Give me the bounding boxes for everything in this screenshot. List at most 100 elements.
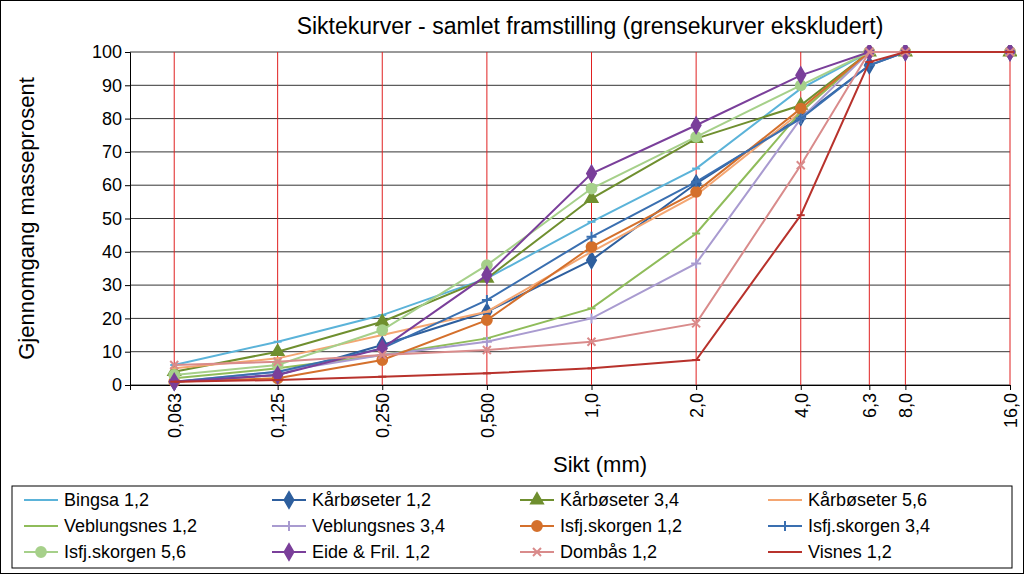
marker	[587, 232, 597, 242]
legend-label: Veblungsnes 3,4	[312, 516, 445, 536]
marker	[377, 325, 387, 335]
marker	[901, 51, 909, 53]
marker	[1006, 51, 1014, 53]
legend-item: Kårbøseter 5,6	[768, 490, 927, 510]
y-tick-mark	[125, 385, 130, 386]
marker	[865, 61, 873, 63]
legend-label: Visnes 1,2	[808, 542, 892, 562]
x-tick-label: 8,0	[896, 393, 916, 418]
y-tick: 60	[102, 175, 130, 195]
grid-line-x	[905, 52, 906, 385]
legend-item: Visnes 1,2	[768, 542, 892, 562]
x-tick-mark	[801, 385, 802, 390]
grid-line-y	[130, 351, 1010, 352]
legend-swatch	[768, 499, 802, 501]
y-tick-label: 10	[102, 342, 122, 362]
legend-item: Kårbøseter 3,4	[520, 490, 679, 510]
grid-line-x	[174, 52, 175, 385]
x-tick: 0,250	[373, 385, 393, 438]
marker	[273, 367, 282, 383]
y-tick: 100	[92, 42, 130, 62]
grid-line-x	[277, 52, 278, 385]
series-line	[174, 52, 1010, 368]
x-tick: 1,0	[582, 385, 602, 418]
x-tick: 0,063	[165, 385, 185, 438]
y-tick: 30	[102, 275, 130, 295]
series	[170, 52, 1014, 382]
grid-line-y	[130, 318, 1010, 319]
x-tick-mark	[905, 385, 906, 390]
x-tick-label: 4,0	[792, 393, 812, 418]
legend-label: Eide & Fril. 1,2	[312, 542, 430, 562]
y-tick-label: 20	[102, 309, 122, 329]
legend-swatch	[24, 499, 58, 501]
x-axis: 0,0630,1250,2500,5001,02,04,06,38,016,0	[131, 385, 1021, 438]
legend-marker	[285, 544, 294, 560]
x-tick-label: 6,3	[860, 393, 880, 418]
marker	[483, 372, 491, 374]
marker	[482, 267, 491, 283]
grid	[130, 52, 1010, 385]
marker	[274, 341, 282, 343]
marker	[483, 346, 491, 354]
legend-marker	[285, 492, 294, 508]
marker	[482, 295, 492, 305]
chart: 01020304050607080901000,0630,1250,2500,5…	[0, 0, 1024, 574]
x-tick-mark	[696, 385, 697, 390]
series-line	[174, 52, 1010, 365]
grid-line-y	[130, 285, 1010, 286]
x-tick-label: 1,0	[582, 393, 602, 418]
legend-marker	[284, 521, 294, 531]
marker	[482, 337, 492, 347]
x-tick: 0,500	[478, 385, 498, 438]
series	[168, 45, 1016, 375]
marker	[797, 214, 805, 216]
legend-item: Veblungsnes 1,2	[24, 516, 197, 536]
y-tick-mark	[125, 252, 130, 253]
marker	[797, 161, 805, 169]
legend-item: Isfj.skorgen 5,6	[24, 542, 186, 562]
x-tick-mark	[1010, 385, 1011, 390]
y-tick-label: 60	[102, 175, 122, 195]
series-line	[174, 52, 1010, 382]
series-line	[174, 52, 1010, 372]
marker	[901, 48, 909, 56]
marker	[692, 359, 700, 361]
marker	[1006, 45, 1015, 60]
series	[170, 45, 1015, 389]
series-line	[174, 52, 1010, 382]
grid-line-y	[130, 118, 1010, 119]
legend-box	[12, 486, 1012, 568]
grid-line-x	[1010, 52, 1011, 385]
legend-item: Eide & Fril. 1,2	[272, 542, 430, 562]
y-tick-mark	[125, 52, 130, 53]
series-line	[174, 52, 1010, 382]
series	[169, 47, 1015, 386]
series	[170, 52, 1014, 378]
legend-marker	[37, 525, 45, 527]
x-tick-label: 0,500	[478, 393, 498, 438]
x-tick-label: 16,0	[1001, 393, 1021, 428]
marker	[170, 374, 179, 390]
y-axis-title: Gjennomgang masseprosent	[14, 77, 39, 360]
marker	[482, 315, 492, 325]
marker	[1006, 51, 1014, 53]
legend: Bingsa 1,2Kårbøseter 1,2Kårbøseter 3,4Kå…	[12, 486, 1012, 568]
legend-swatch	[768, 551, 802, 553]
marker	[376, 315, 388, 325]
legend-marker	[533, 548, 541, 556]
x-axis-line	[131, 386, 1011, 391]
y-tick-label: 100	[92, 42, 122, 62]
series	[170, 52, 1014, 368]
marker	[483, 311, 491, 313]
title: Siktekurver - samlet framstilling (grens…	[297, 13, 884, 39]
x-axis-title: Sikt (mm)	[553, 452, 647, 477]
marker	[796, 114, 806, 124]
y-tick: 50	[102, 209, 130, 229]
marker	[274, 358, 282, 366]
y-tick: 0	[112, 375, 130, 395]
grid-line-y	[130, 151, 1010, 152]
marker	[901, 51, 909, 53]
marker	[588, 307, 596, 309]
marker	[1006, 51, 1014, 53]
